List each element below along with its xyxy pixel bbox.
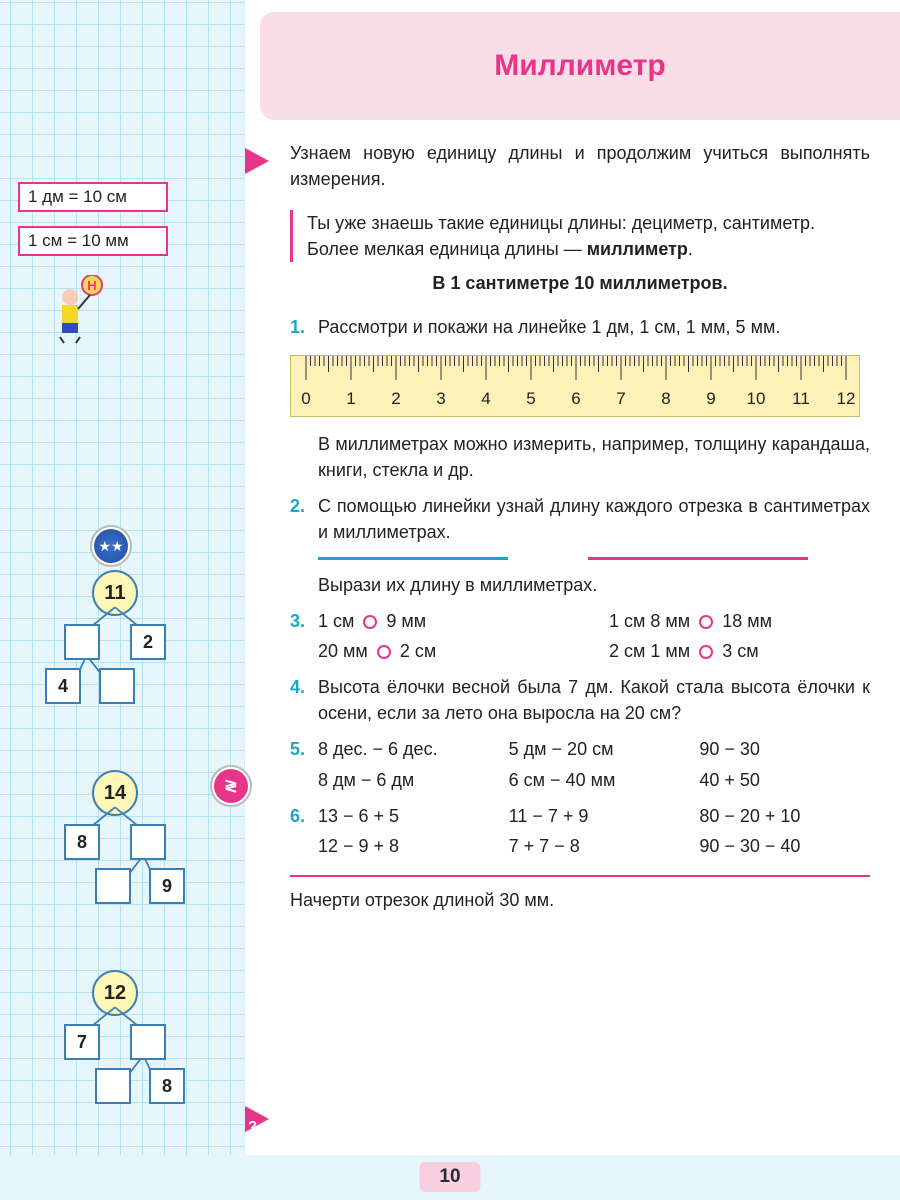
page-title: Миллиметр [494,49,666,83]
task2-subtext: Вырази их длину в миллиметрах. [318,572,870,598]
tree-box [99,668,135,704]
svg-text:8: 8 [661,389,670,408]
compare-circle-icon [363,615,377,629]
comp-cell: 20 мм 2 см [318,638,579,664]
task-number: 5. [290,736,318,792]
svg-text:6: 6 [571,389,580,408]
svg-text:3: 3 [436,389,445,408]
divider-line [290,875,870,877]
compare-circle-icon [377,645,391,659]
arith-cell: 40 + 50 [699,767,870,793]
arith-cell: 90 − 30 [699,736,870,762]
arith-cell: 80 − 20 + 10 [699,803,870,829]
question-mark-icon: ? [248,1118,257,1135]
task-number: 2. [290,493,318,545]
textbook-page: 1 дм = 10 см 1 см = 10 мм Н ★★ ≷ [0,0,900,1200]
main-content: Узнаем новую единицу длины и продолжим у… [290,140,870,913]
tree-box: 8 [149,1068,185,1104]
fact-dm-cm: 1 дм = 10 см [18,182,168,212]
task-4: 4. Высота ёлочки весной была 7 дм. Какой… [290,674,870,726]
segment-blue [318,557,508,560]
pointer-arrow-icon [245,148,269,174]
task-text: Рассмотри и покажи на линейке 1 дм, 1 см… [318,314,870,340]
known-line1: Ты уже знаешь такие единицы длины: децим… [307,210,870,236]
tree-box: 8 [64,824,100,860]
task-number: 6. [290,803,318,859]
arith-cell: 5 дм − 20 см [509,736,680,762]
task-5: 5. 8 дес. − 6 дес. 5 дм − 20 см 90 − 30 … [290,736,870,792]
task-text: С помощью линейки узнай длину каждого от… [318,493,870,545]
ruler-diagram: 0123456789101112 [290,355,860,417]
arith-cell: 8 дм − 6 дм [318,767,489,793]
number-tree-12: 12 7 8 [45,970,185,1112]
task-number: 3. [290,608,318,664]
sidebar-grid: 1 дм = 10 см 1 см = 10 мм Н ★★ ≷ [0,0,245,1155]
tree-box [95,868,131,904]
arith-grid-6: 13 − 6 + 5 11 − 7 + 9 80 − 20 + 10 12 − … [318,803,870,859]
task-2: 2. С помощью линейки узнай длину каждого… [290,493,870,545]
arith-cell: 6 см − 40 мм [509,767,680,793]
compare-circle-icon [699,645,713,659]
task-1: 1. Рассмотри и покажи на линейке 1 дм, 1… [290,314,870,340]
final-task: Начерти отрезок длиной 30 мм. [290,887,870,913]
svg-text:4: 4 [481,389,490,408]
arith-grid-5: 8 дес. − 6 дес. 5 дм − 20 см 90 − 30 8 д… [318,736,870,792]
number-tree-14: 14 8 9 [45,770,185,912]
arith-cell: 13 − 6 + 5 [318,803,489,829]
arith-cell: 7 + 7 − 8 [509,833,680,859]
page-number: 10 [419,1162,480,1192]
task-number: 4. [290,674,318,726]
svg-text:12: 12 [837,389,856,408]
known-line2: Более мелкая единица длины — миллиметр. [307,236,870,262]
svg-text:Н: Н [87,278,96,293]
title-box: Миллиметр [260,12,900,120]
known-units-block: Ты уже знаешь такие единицы длины: децим… [290,210,870,262]
tree-box [95,1068,131,1104]
tree-box [130,1024,166,1060]
star-badge-icon: ★★ [90,525,132,567]
task-6: 6. 13 − 6 + 5 11 − 7 + 9 80 − 20 + 10 12… [290,803,870,859]
svg-text:2: 2 [391,389,400,408]
svg-text:11: 11 [792,389,810,408]
arith-cell: 90 − 30 − 40 [699,833,870,859]
tree-box: 9 [149,868,185,904]
comp-cell: 1 см 9 мм [318,608,579,634]
number-tree-11: 11 2 4 [45,570,185,712]
tree-box [64,624,100,660]
compare-circle-icon [699,615,713,629]
task-3: 3. 1 см 9 мм 1 см 8 мм 18 мм 20 мм 2 см … [290,608,870,664]
svg-text:0: 0 [301,389,310,408]
fact-cm-mm: 1 см = 10 мм [18,226,168,256]
arith-cell: 11 − 7 + 9 [509,803,680,829]
segment-pink [588,557,808,560]
comparison-grid: 1 см 9 мм 1 см 8 мм 18 мм 20 мм 2 см 2 с… [318,608,870,664]
tree-box: 7 [64,1024,100,1060]
task-number: 1. [290,314,318,340]
segments-row [318,557,870,560]
tree-top: 12 [92,970,138,1016]
svg-text:1: 1 [346,389,355,408]
svg-text:7: 7 [616,389,625,408]
tree-box: 2 [130,624,166,660]
tree-box: 4 [45,668,81,704]
compare-badge-icon: ≷ [210,765,252,807]
tree-top: 14 [92,770,138,816]
child-character-icon: Н [50,275,105,345]
center-fact: В 1 сантиметре 10 миллиметров. [290,270,870,296]
note-mm-usage: В миллиметрах можно измерить, например, … [318,431,870,483]
tree-top: 11 [92,570,138,616]
arith-cell: 8 дес. − 6 дес. [318,736,489,762]
arith-cell: 12 − 9 + 8 [318,833,489,859]
svg-text:9: 9 [706,389,715,408]
comp-cell: 2 см 1 мм 3 см [609,638,870,664]
tree-box [130,824,166,860]
intro-text: Узнаем новую единицу длины и продолжим у… [290,140,870,192]
svg-text:10: 10 [747,389,766,408]
task-text: Высота ёлочки весной была 7 дм. Какой ст… [318,674,870,726]
comp-cell: 1 см 8 мм 18 мм [609,608,870,634]
svg-text:5: 5 [526,389,535,408]
